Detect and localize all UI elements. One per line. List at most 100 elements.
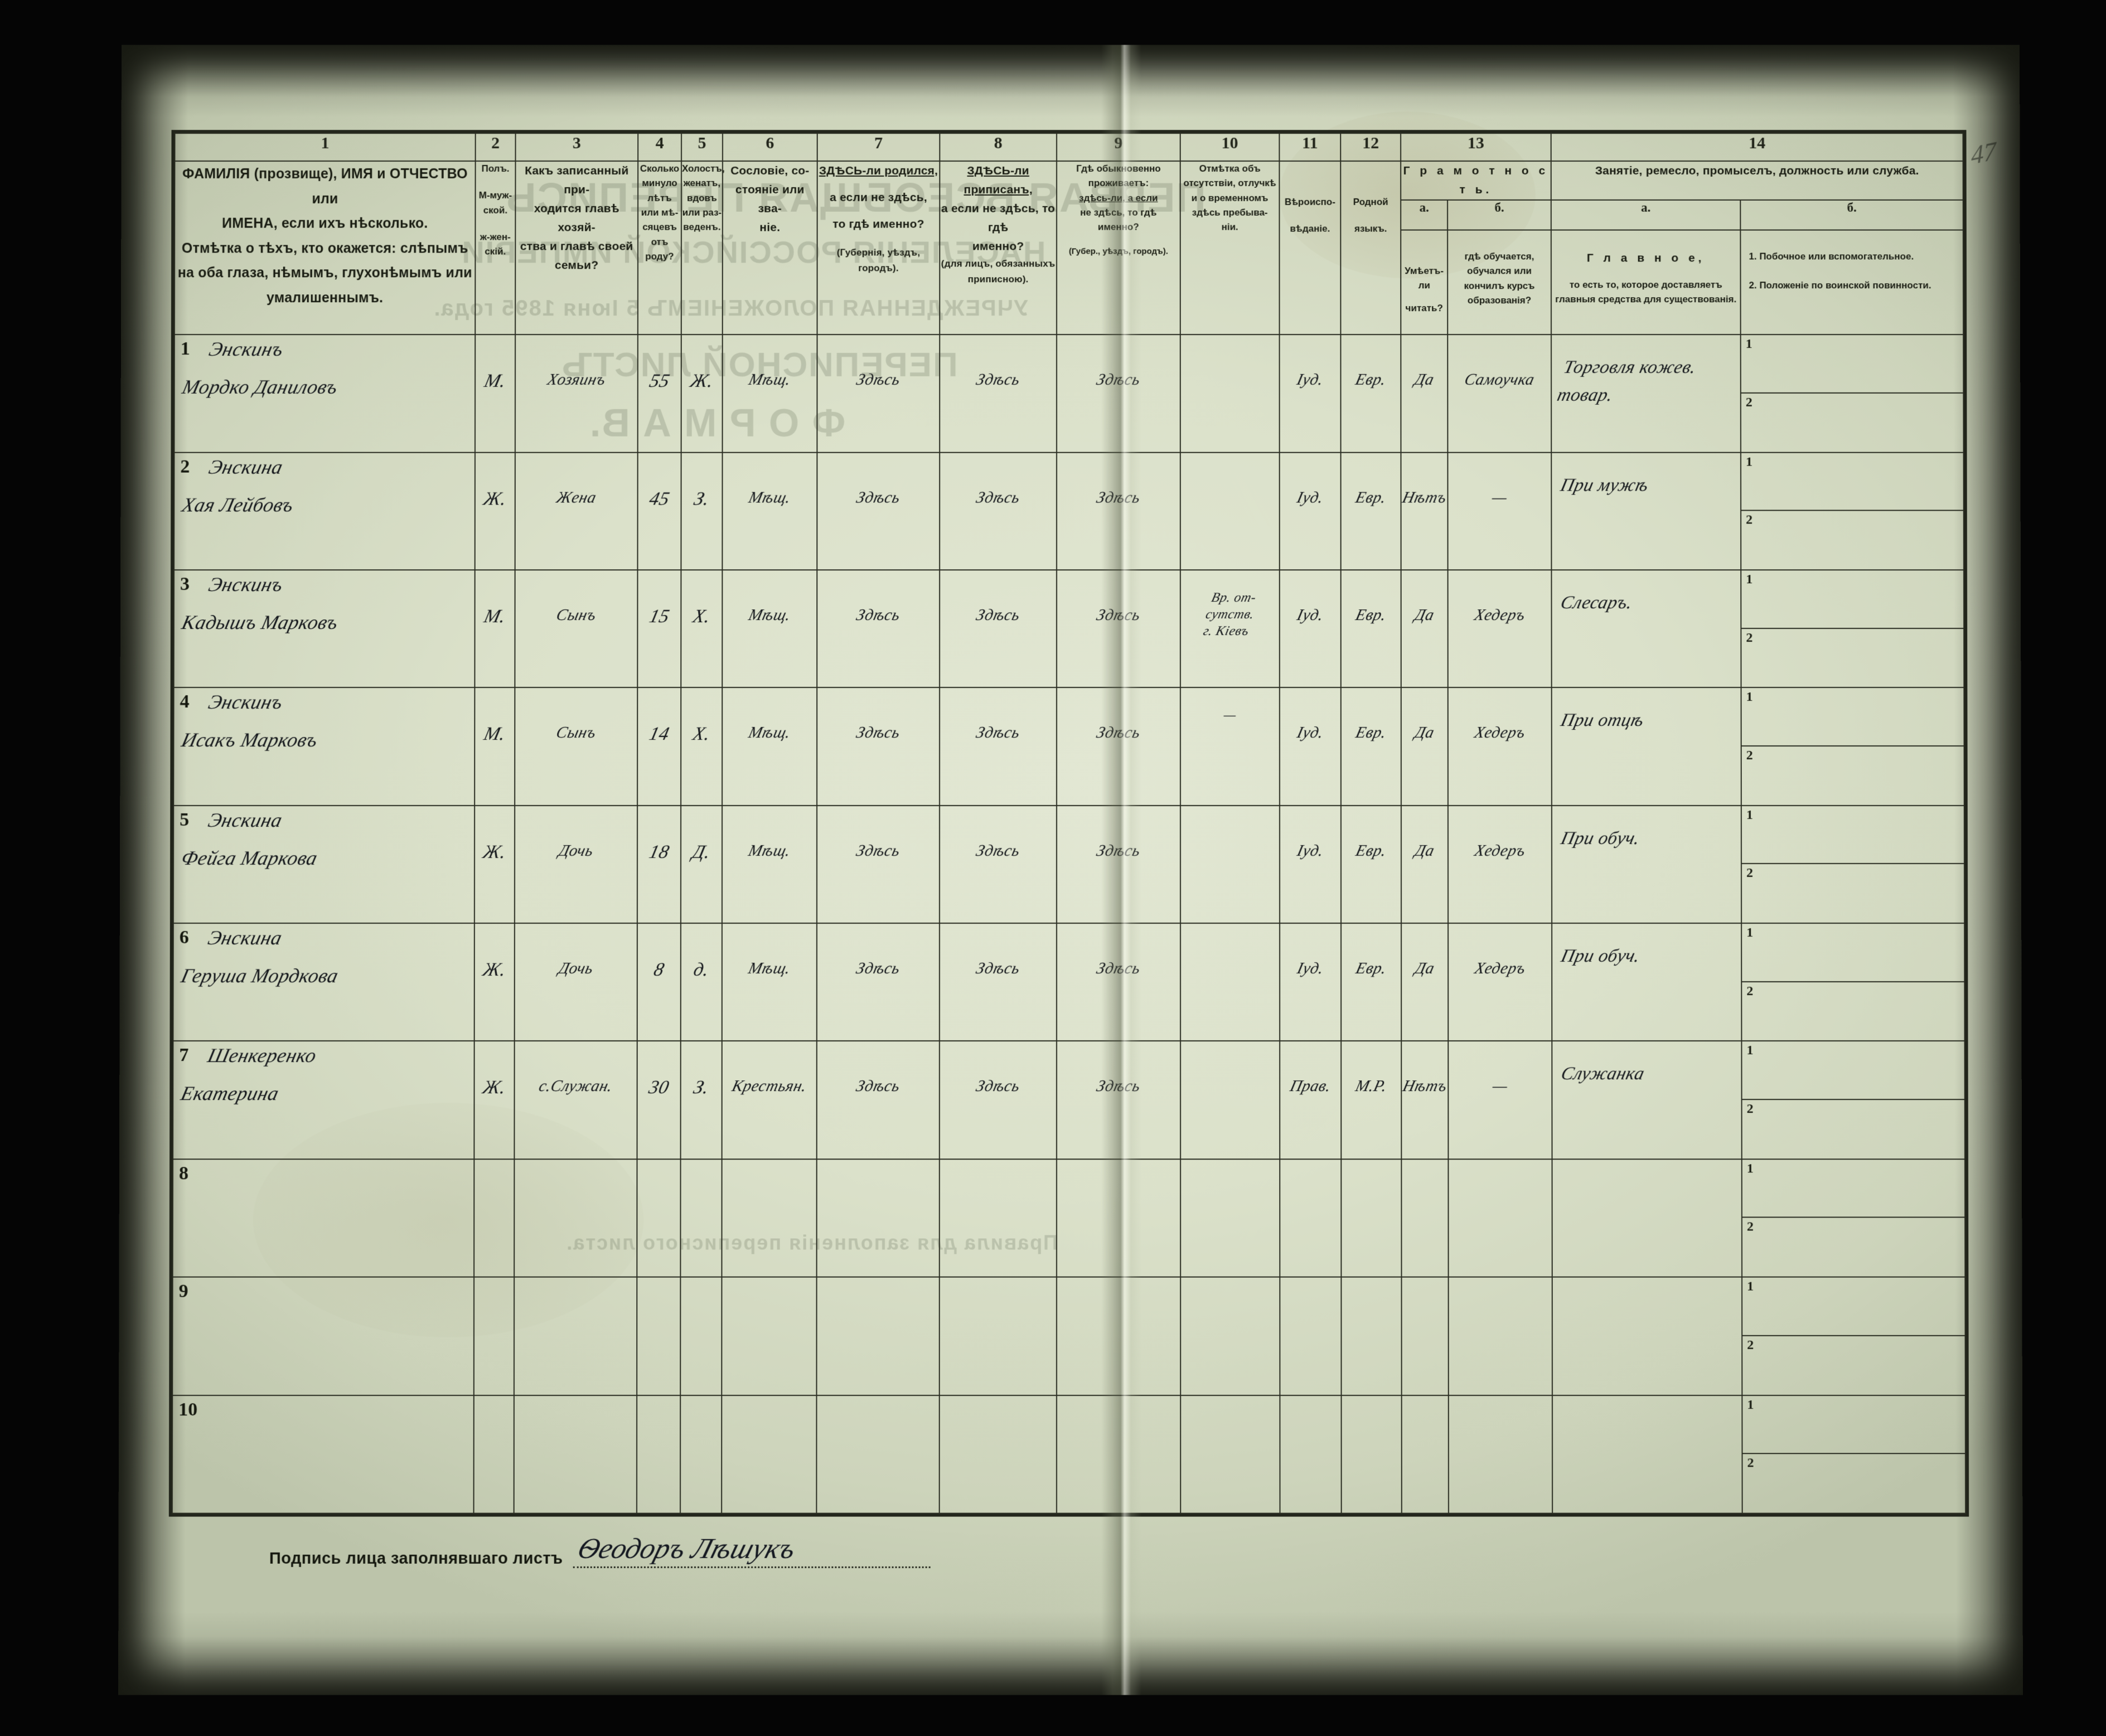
cell-sex[interactable]: М. <box>475 570 515 688</box>
cell-estate[interactable]: Крестьян. <box>722 1041 817 1160</box>
cell-literacy-read[interactable]: Да <box>1401 334 1448 453</box>
cell-absence[interactable] <box>1180 452 1280 570</box>
cell-religion[interactable] <box>1280 1277 1342 1395</box>
cell-religion[interactable]: Іуд. <box>1279 452 1341 570</box>
cell-literacy-school[interactable]: Хедеръ <box>1447 805 1552 924</box>
cell-language[interactable]: Евр. <box>1340 570 1401 688</box>
cell-religion[interactable]: Іуд. <box>1279 687 1341 806</box>
cell-language[interactable]: Евр. <box>1340 452 1401 570</box>
cell-language[interactable] <box>1341 1277 1402 1395</box>
cell-name[interactable]: 7 Шенкеренко Екатерина <box>173 1041 475 1160</box>
cell-occupation-main[interactable]: При отцѣ <box>1551 687 1741 806</box>
cell-occupation-secondary[interactable]: 1 2 <box>1742 1395 1966 1514</box>
cell-age[interactable] <box>637 1277 681 1395</box>
cell-literacy-read[interactable]: Да <box>1401 923 1449 1041</box>
cell-sex[interactable]: Ж. <box>475 452 515 570</box>
cell-occupation-secondary[interactable]: 1 2 <box>1742 1277 1965 1395</box>
cell-residence[interactable]: Здѣсь <box>1056 805 1181 924</box>
cell-literacy-school[interactable]: Хедеръ <box>1447 570 1552 688</box>
table-row[interactable]: 5 Энскина Фейга Маркова Ж. Дочь 18 Д. Мѣщ. Здѣсь… <box>173 805 1965 924</box>
table-row[interactable]: 2 Энскина Хая Лейбовъ Ж. Жена 45 З. Мѣщ. Здѣсь Зд… <box>174 452 1964 570</box>
occupation-secondary-1[interactable]: 1 <box>1742 1277 1965 1336</box>
table-row[interactable]: 4 Энскинъ Исакъ Марковъ М. Сынъ 14 Х. Мѣщ. Здѣсь… <box>173 687 1964 806</box>
cell-literacy-read[interactable]: Да <box>1401 570 1448 688</box>
occupation-secondary-1[interactable]: 1 <box>1741 453 1963 511</box>
cell-literacy-school[interactable] <box>1448 1159 1552 1277</box>
cell-sex[interactable] <box>473 1395 514 1514</box>
cell-estate[interactable]: Мѣщ. <box>722 687 817 806</box>
cell-occupation-main[interactable]: Торговля кожев. товар. <box>1551 334 1741 453</box>
cell-residence[interactable] <box>1056 1277 1181 1395</box>
cell-marital[interactable]: д. <box>680 923 722 1041</box>
cell-relation[interactable]: Дочь <box>514 805 638 924</box>
cell-literacy-read[interactable]: Нѣтъ <box>1401 452 1448 570</box>
occupation-secondary-2[interactable]: 2 <box>1742 1336 1965 1395</box>
cell-occupation-main[interactable]: Служанка <box>1552 1041 1742 1160</box>
cell-birthplace[interactable]: Здѣсь <box>816 1041 940 1160</box>
cell-estate[interactable]: Мѣщ. <box>722 805 817 924</box>
cell-relation[interactable]: Жена <box>515 452 638 570</box>
cell-birthplace[interactable]: Здѣсь <box>817 334 940 453</box>
cell-language[interactable]: М.Р. <box>1341 1041 1402 1160</box>
cell-marital[interactable]: Д. <box>680 805 723 924</box>
cell-birthplace[interactable]: Здѣсь <box>816 923 940 1041</box>
cell-relation[interactable] <box>514 1277 637 1395</box>
cell-age[interactable] <box>637 1159 681 1277</box>
cell-estate[interactable]: Мѣщ. <box>722 452 817 570</box>
cell-absence[interactable]: — <box>1180 687 1280 806</box>
cell-name[interactable]: 1 Энскинъ Мордко Даниловъ <box>174 334 476 453</box>
cell-language[interactable]: Евр. <box>1341 923 1402 1041</box>
table-row[interactable]: 1 Энскинъ Мордко Даниловъ М. Хозяинъ 55 Ж. Мѣщ.… <box>174 334 1964 453</box>
cell-language[interactable] <box>1341 1395 1402 1514</box>
cell-residence[interactable]: Здѣсь <box>1057 452 1180 570</box>
cell-occupation-main[interactable]: При мужѣ <box>1551 452 1741 570</box>
cell-absence[interactable] <box>1180 1395 1280 1514</box>
cell-marital[interactable]: З. <box>680 1041 722 1160</box>
cell-age[interactable]: 8 <box>637 923 681 1041</box>
cell-religion[interactable]: Прав. <box>1280 1041 1342 1160</box>
occupation-secondary-2[interactable]: 2 <box>1741 394 1963 452</box>
cell-literacy-read[interactable] <box>1401 1159 1449 1277</box>
cell-absence[interactable] <box>1180 1041 1280 1160</box>
cell-language[interactable]: Евр. <box>1340 687 1401 806</box>
occupation-secondary-1[interactable]: 1 <box>1741 570 1964 629</box>
cell-literacy-school[interactable] <box>1448 1395 1553 1514</box>
cell-occupation-main[interactable] <box>1552 1277 1742 1395</box>
cell-registered[interactable] <box>939 1277 1057 1395</box>
occupation-secondary-2[interactable]: 2 <box>1742 864 1964 923</box>
occupation-secondary-2[interactable]: 2 <box>1742 1100 1964 1158</box>
occupation-secondary-1[interactable]: 1 <box>1742 1395 1965 1454</box>
cell-absence[interactable] <box>1180 1159 1280 1277</box>
cell-registered[interactable]: Здѣсь <box>939 923 1057 1041</box>
cell-occupation-main[interactable]: При обуч. <box>1552 923 1742 1041</box>
cell-sex[interactable]: М. <box>475 687 515 806</box>
cell-absence[interactable] <box>1180 805 1280 924</box>
cell-relation[interactable]: Сынъ <box>515 687 638 806</box>
cell-relation[interactable] <box>514 1159 637 1277</box>
cell-estate[interactable]: Мѣщ. <box>722 334 817 453</box>
cell-occupation-secondary[interactable]: 1 2 <box>1741 570 1964 688</box>
cell-occupation-secondary[interactable]: 1 2 <box>1741 1159 1965 1277</box>
cell-literacy-school[interactable] <box>1448 1277 1552 1395</box>
cell-age[interactable]: 30 <box>637 1041 681 1160</box>
cell-age[interactable]: 15 <box>637 570 681 688</box>
cell-literacy-read[interactable]: Да <box>1401 805 1449 924</box>
cell-estate[interactable]: Мѣщ. <box>722 570 817 688</box>
occupation-secondary-2[interactable]: 2 <box>1741 511 1963 570</box>
cell-relation[interactable]: Дочь <box>514 923 637 1041</box>
cell-name[interactable]: 5 Энскина Фейга Маркова <box>173 805 475 924</box>
cell-relation[interactable]: Сынъ <box>515 570 638 688</box>
cell-birthplace[interactable]: Здѣсь <box>816 805 940 924</box>
cell-age[interactable] <box>636 1395 681 1514</box>
cell-name[interactable]: 3 Энскинъ Кадышъ Марковъ <box>173 570 475 688</box>
cell-religion[interactable]: Іуд. <box>1279 805 1342 924</box>
cell-registered[interactable]: Здѣсь <box>940 452 1057 570</box>
occupation-secondary-1[interactable]: 1 <box>1741 335 1963 394</box>
cell-estate[interactable]: Мѣщ. <box>722 923 817 1041</box>
cell-literacy-read[interactable]: Нѣтъ <box>1401 1041 1449 1160</box>
cell-estate[interactable] <box>722 1277 817 1395</box>
cell-language[interactable]: Евр. <box>1340 805 1402 924</box>
cell-religion[interactable] <box>1280 1395 1342 1514</box>
cell-name[interactable]: 2 Энскина Хая Лейбовъ <box>174 452 475 570</box>
cell-age[interactable]: 55 <box>637 334 681 453</box>
